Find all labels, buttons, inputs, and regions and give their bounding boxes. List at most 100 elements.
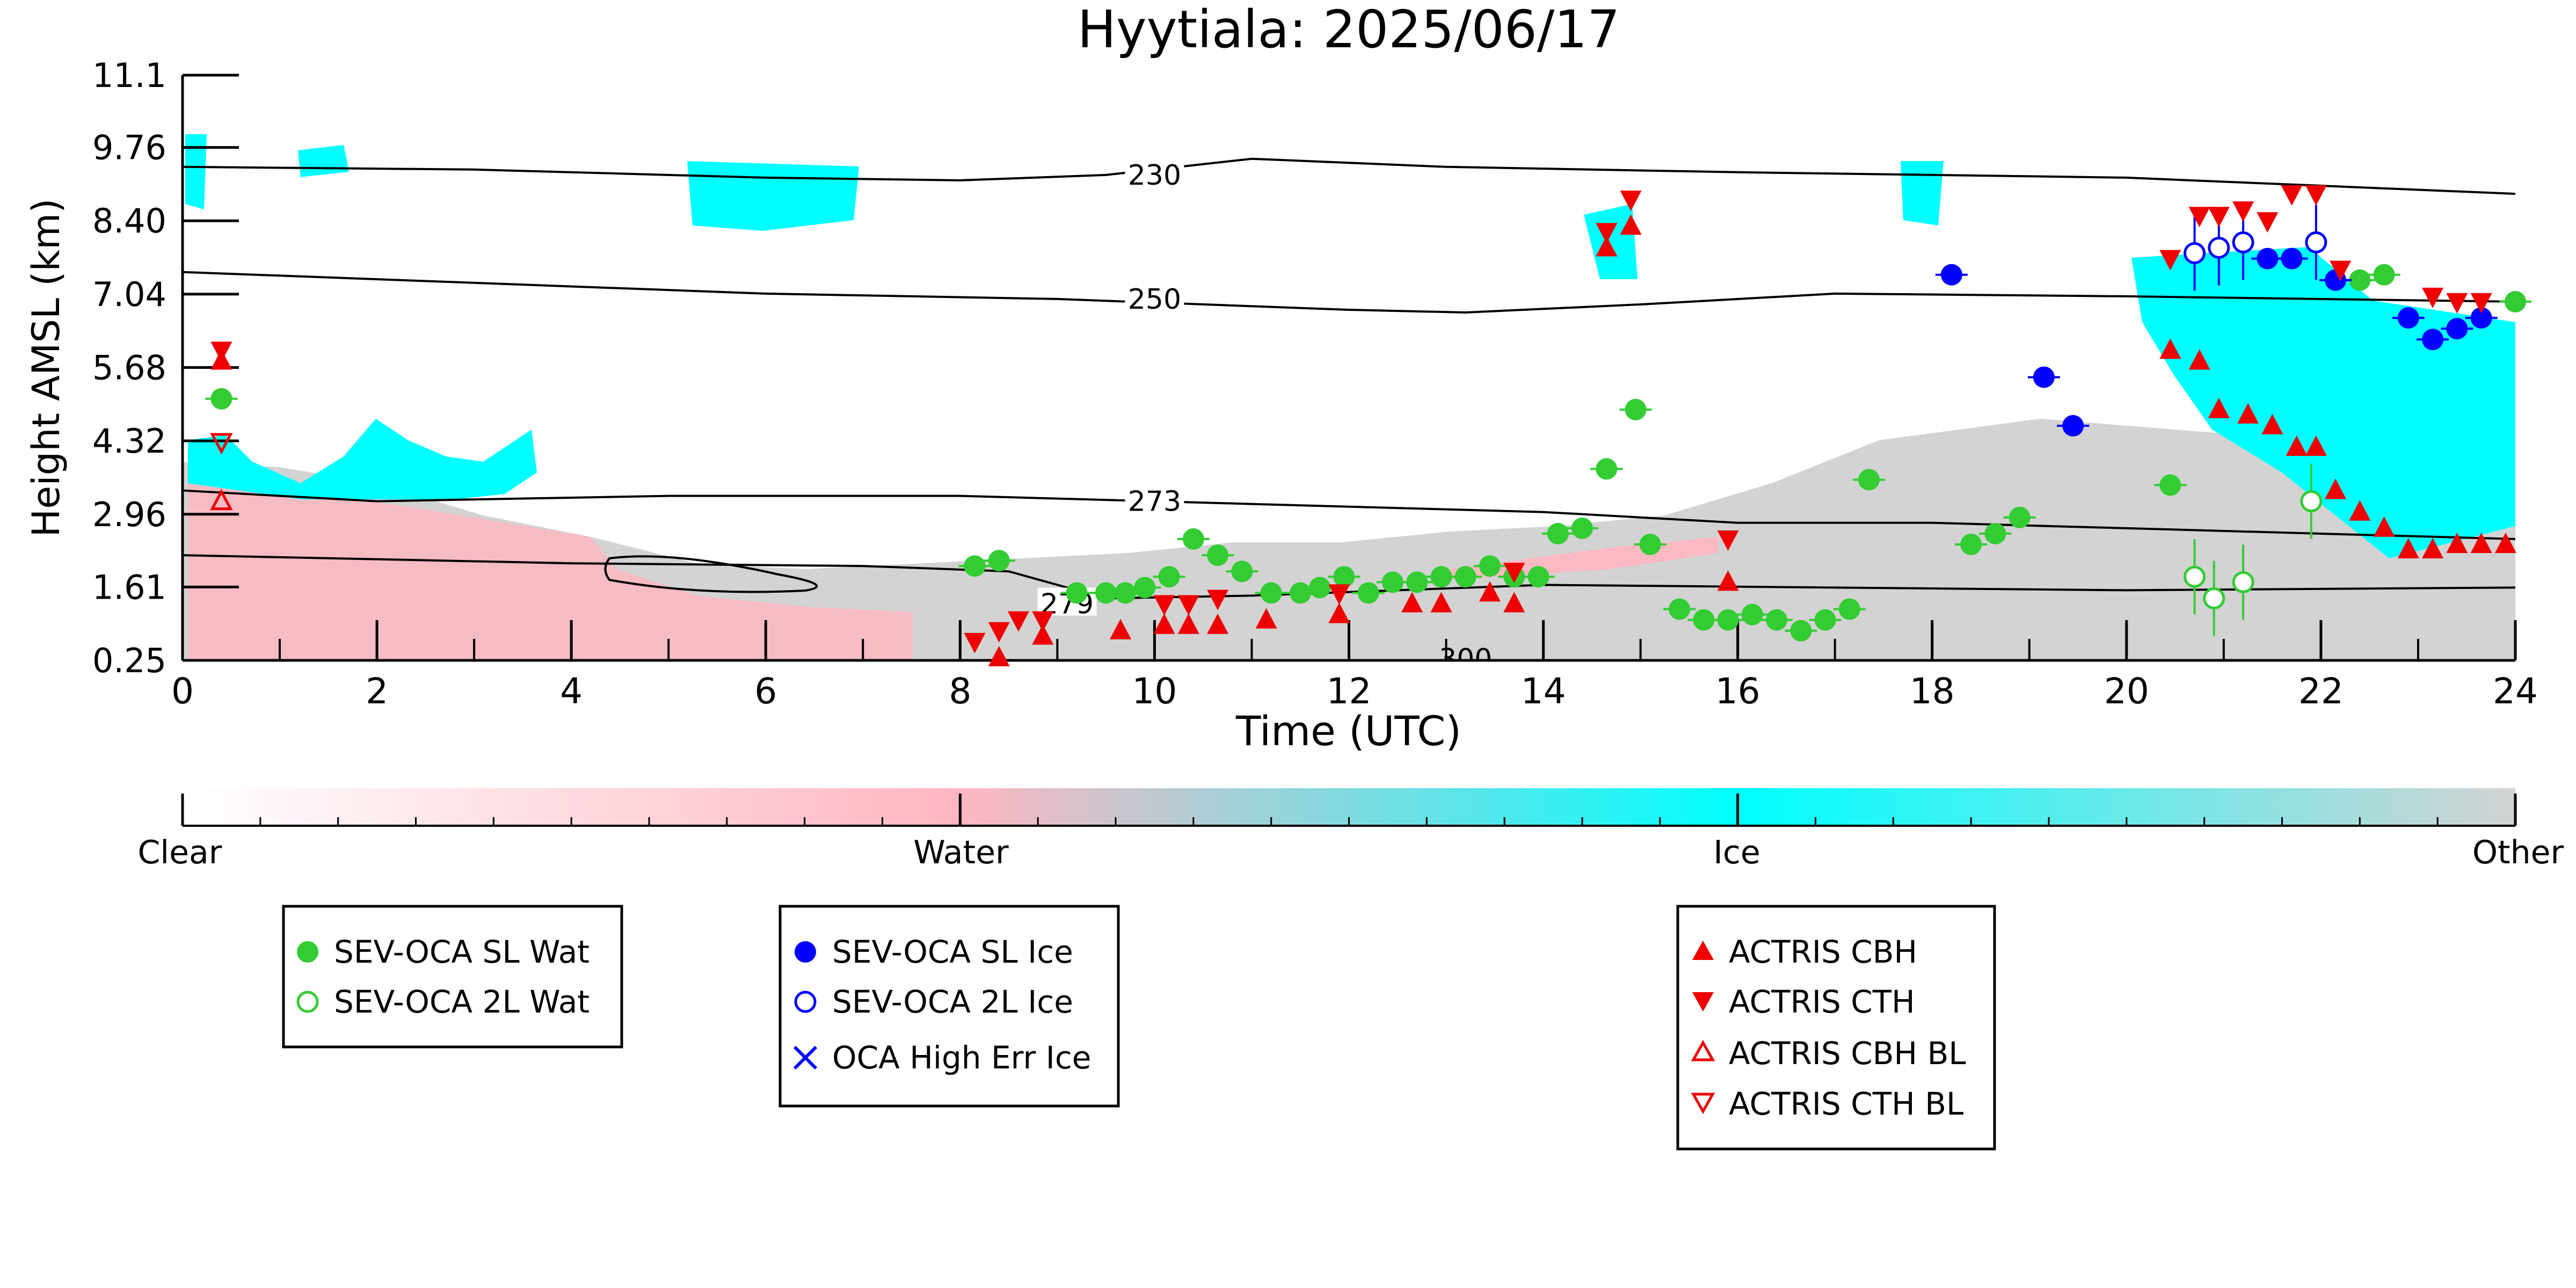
sev-oca-sl-wat-point <box>1717 609 1739 631</box>
sev-oca-sl-wat-point <box>964 555 986 577</box>
sev-oca-sl-wat-point <box>1814 609 1836 631</box>
sev-oca-sl-wat-point <box>1625 398 1647 420</box>
x-tick-label: 24 <box>2493 671 2538 712</box>
legend-label-2l-ice: SEV-OCA 2L Ice <box>832 984 1073 1020</box>
contour-label-bg <box>1125 158 1184 187</box>
y-tick-label: 2.96 <box>92 495 166 534</box>
sev-oca-sl-wat-point <box>1066 582 1088 604</box>
legend-marker-cbh <box>1692 941 1714 960</box>
actris-cbh-point <box>988 645 1010 666</box>
actris-cbh-point <box>1177 613 1199 634</box>
actris-cbh-point <box>1503 592 1525 613</box>
actris-cbh-point <box>2373 516 2395 537</box>
sev-oca-sl-wat-point <box>1479 555 1501 577</box>
sev-oca-sl-wat-point <box>1790 620 1812 642</box>
contour-label-230: 230 <box>1128 159 1181 192</box>
sev-oca-sl-wat-point <box>1766 609 1788 631</box>
sev-oca-sl-wat-point <box>210 388 232 410</box>
sev-oca-sl-wat-point <box>1430 566 1452 588</box>
legend-marker-cth <box>1692 992 1714 1012</box>
x-axis-label: Time (UTC) <box>1235 707 1461 755</box>
bg-water-low <box>188 483 913 660</box>
y-axis-label: Height AMSL (km) <box>24 199 68 537</box>
sev-oca-sl-wat-point <box>1838 598 1860 620</box>
sev-oca-sl-wat-point <box>2505 290 2526 312</box>
sev-oca-sl-wat-point <box>1984 522 2006 544</box>
bg-ice-small <box>1584 204 1638 279</box>
actris-cth-point <box>988 622 1010 643</box>
actris-cbh-point <box>1401 592 1423 613</box>
sev-oca-sl-wat-point <box>1134 577 1156 599</box>
legend-marker-high-err-ice <box>793 1045 818 1070</box>
x-tick-label: 12 <box>1327 671 1372 712</box>
actris-cth-point <box>1328 584 1350 605</box>
sev-oca-sl-wat-point <box>1454 566 1476 588</box>
actris-cth-point <box>964 632 986 653</box>
sev-oca-sl-wat-point <box>1182 528 1204 550</box>
sev-oca-sl-ice-point <box>2257 248 2279 270</box>
legend-actris: ACTRIS CBH ACTRIS CTH ACTRIS CBH BL ACTR… <box>1676 905 1996 1151</box>
x-tick-label: 4 <box>560 671 583 712</box>
actris-cbh-point <box>1430 592 1452 613</box>
actris-cth-point <box>1153 595 1175 616</box>
legend-label-cth: ACTRIS CTH <box>1729 984 1915 1020</box>
actris-cbh-point <box>1620 214 1642 235</box>
sev-oca-sl-ice-point <box>2446 318 2468 340</box>
sev-oca-sl-ice-point <box>2062 414 2084 436</box>
actris-cbh-point <box>2261 413 2283 434</box>
actris-cth-point <box>2305 185 2327 206</box>
sev-oca-sl-wat-point <box>1858 469 1880 491</box>
x-tick-label: 8 <box>949 671 971 712</box>
actris-cbh-point <box>1328 602 1350 623</box>
legend-ice: SEV-OCA SL Ice SEV-OCA 2L Ice OCA High E… <box>778 905 1120 1108</box>
legend-label-cth-bl: ACTRIS CTH BL <box>1729 1086 1963 1122</box>
actris-cth-point <box>210 341 232 362</box>
actris-cth-point <box>1007 611 1029 632</box>
legend-marker-sl-wat <box>297 941 318 963</box>
x-tick-label: 22 <box>2298 671 2344 712</box>
actris-cth-point <box>2422 287 2444 308</box>
y-tick-label: 4.32 <box>92 421 166 461</box>
actris-cbh-point <box>2325 478 2347 499</box>
x-tick-label: 16 <box>1715 671 1760 712</box>
sev-oca-sl-wat-point <box>1289 582 1311 604</box>
sev-oca-sl-wat-point <box>1669 598 1691 620</box>
bg-ice-left-top <box>185 134 207 209</box>
sev-oca-sl-wat-point <box>988 550 1010 572</box>
y-tick-label: 1.61 <box>92 567 166 607</box>
legend-label-cbh: ACTRIS CBH <box>1729 934 1917 970</box>
sev-oca-sl-ice-point <box>2422 329 2444 351</box>
contour-line-230 <box>183 157 2515 195</box>
chart-title: Hyytiala: 2025/06/17 <box>1078 0 1620 60</box>
sev-oca-2l-wat-point <box>2203 587 2225 609</box>
actris-cth-point <box>1596 223 1618 244</box>
sev-oca-sl-wat-point <box>1547 522 1569 544</box>
x-tick-label: 20 <box>2104 671 2149 712</box>
sev-oca-sl-wat-point <box>2373 264 2395 286</box>
y-tick-label: 7.04 <box>92 275 166 314</box>
legend-marker-2l-wat <box>296 991 319 1013</box>
legend-label-2l-wat: SEV-OCA 2L Wat <box>334 984 590 1020</box>
sev-oca-sl-wat-point <box>1639 534 1661 556</box>
sev-oca-sl-wat-point <box>1158 566 1180 588</box>
sev-oca-sl-wat-point <box>1571 517 1593 539</box>
y-tick-label: 0.25 <box>92 641 166 680</box>
actris-cth-point <box>1032 611 1054 632</box>
actris-cth-point <box>1620 191 1642 212</box>
actris-cbh-point <box>2422 538 2444 559</box>
actris-cbh-point <box>2494 533 2516 554</box>
actris-cth-point <box>1503 563 1525 584</box>
colorbar: Clear Water Ice Other <box>138 788 2564 871</box>
contour-label-bg <box>1125 485 1184 513</box>
actris-cbh-point <box>1717 570 1739 591</box>
actris-cbh-point <box>2470 533 2492 554</box>
sev-oca-2l-ice-point <box>2184 242 2206 265</box>
actris-cbh-point <box>2349 500 2371 521</box>
sev-oca-sl-wat-point <box>1527 566 1549 588</box>
sev-oca-sl-wat-point <box>1406 571 1428 593</box>
y-tick-label: 11.1 <box>92 56 166 95</box>
contour-line-273 <box>183 489 2515 540</box>
actris-cbh-point <box>1255 608 1277 629</box>
colorbar-label-clear: Clear <box>138 834 222 871</box>
